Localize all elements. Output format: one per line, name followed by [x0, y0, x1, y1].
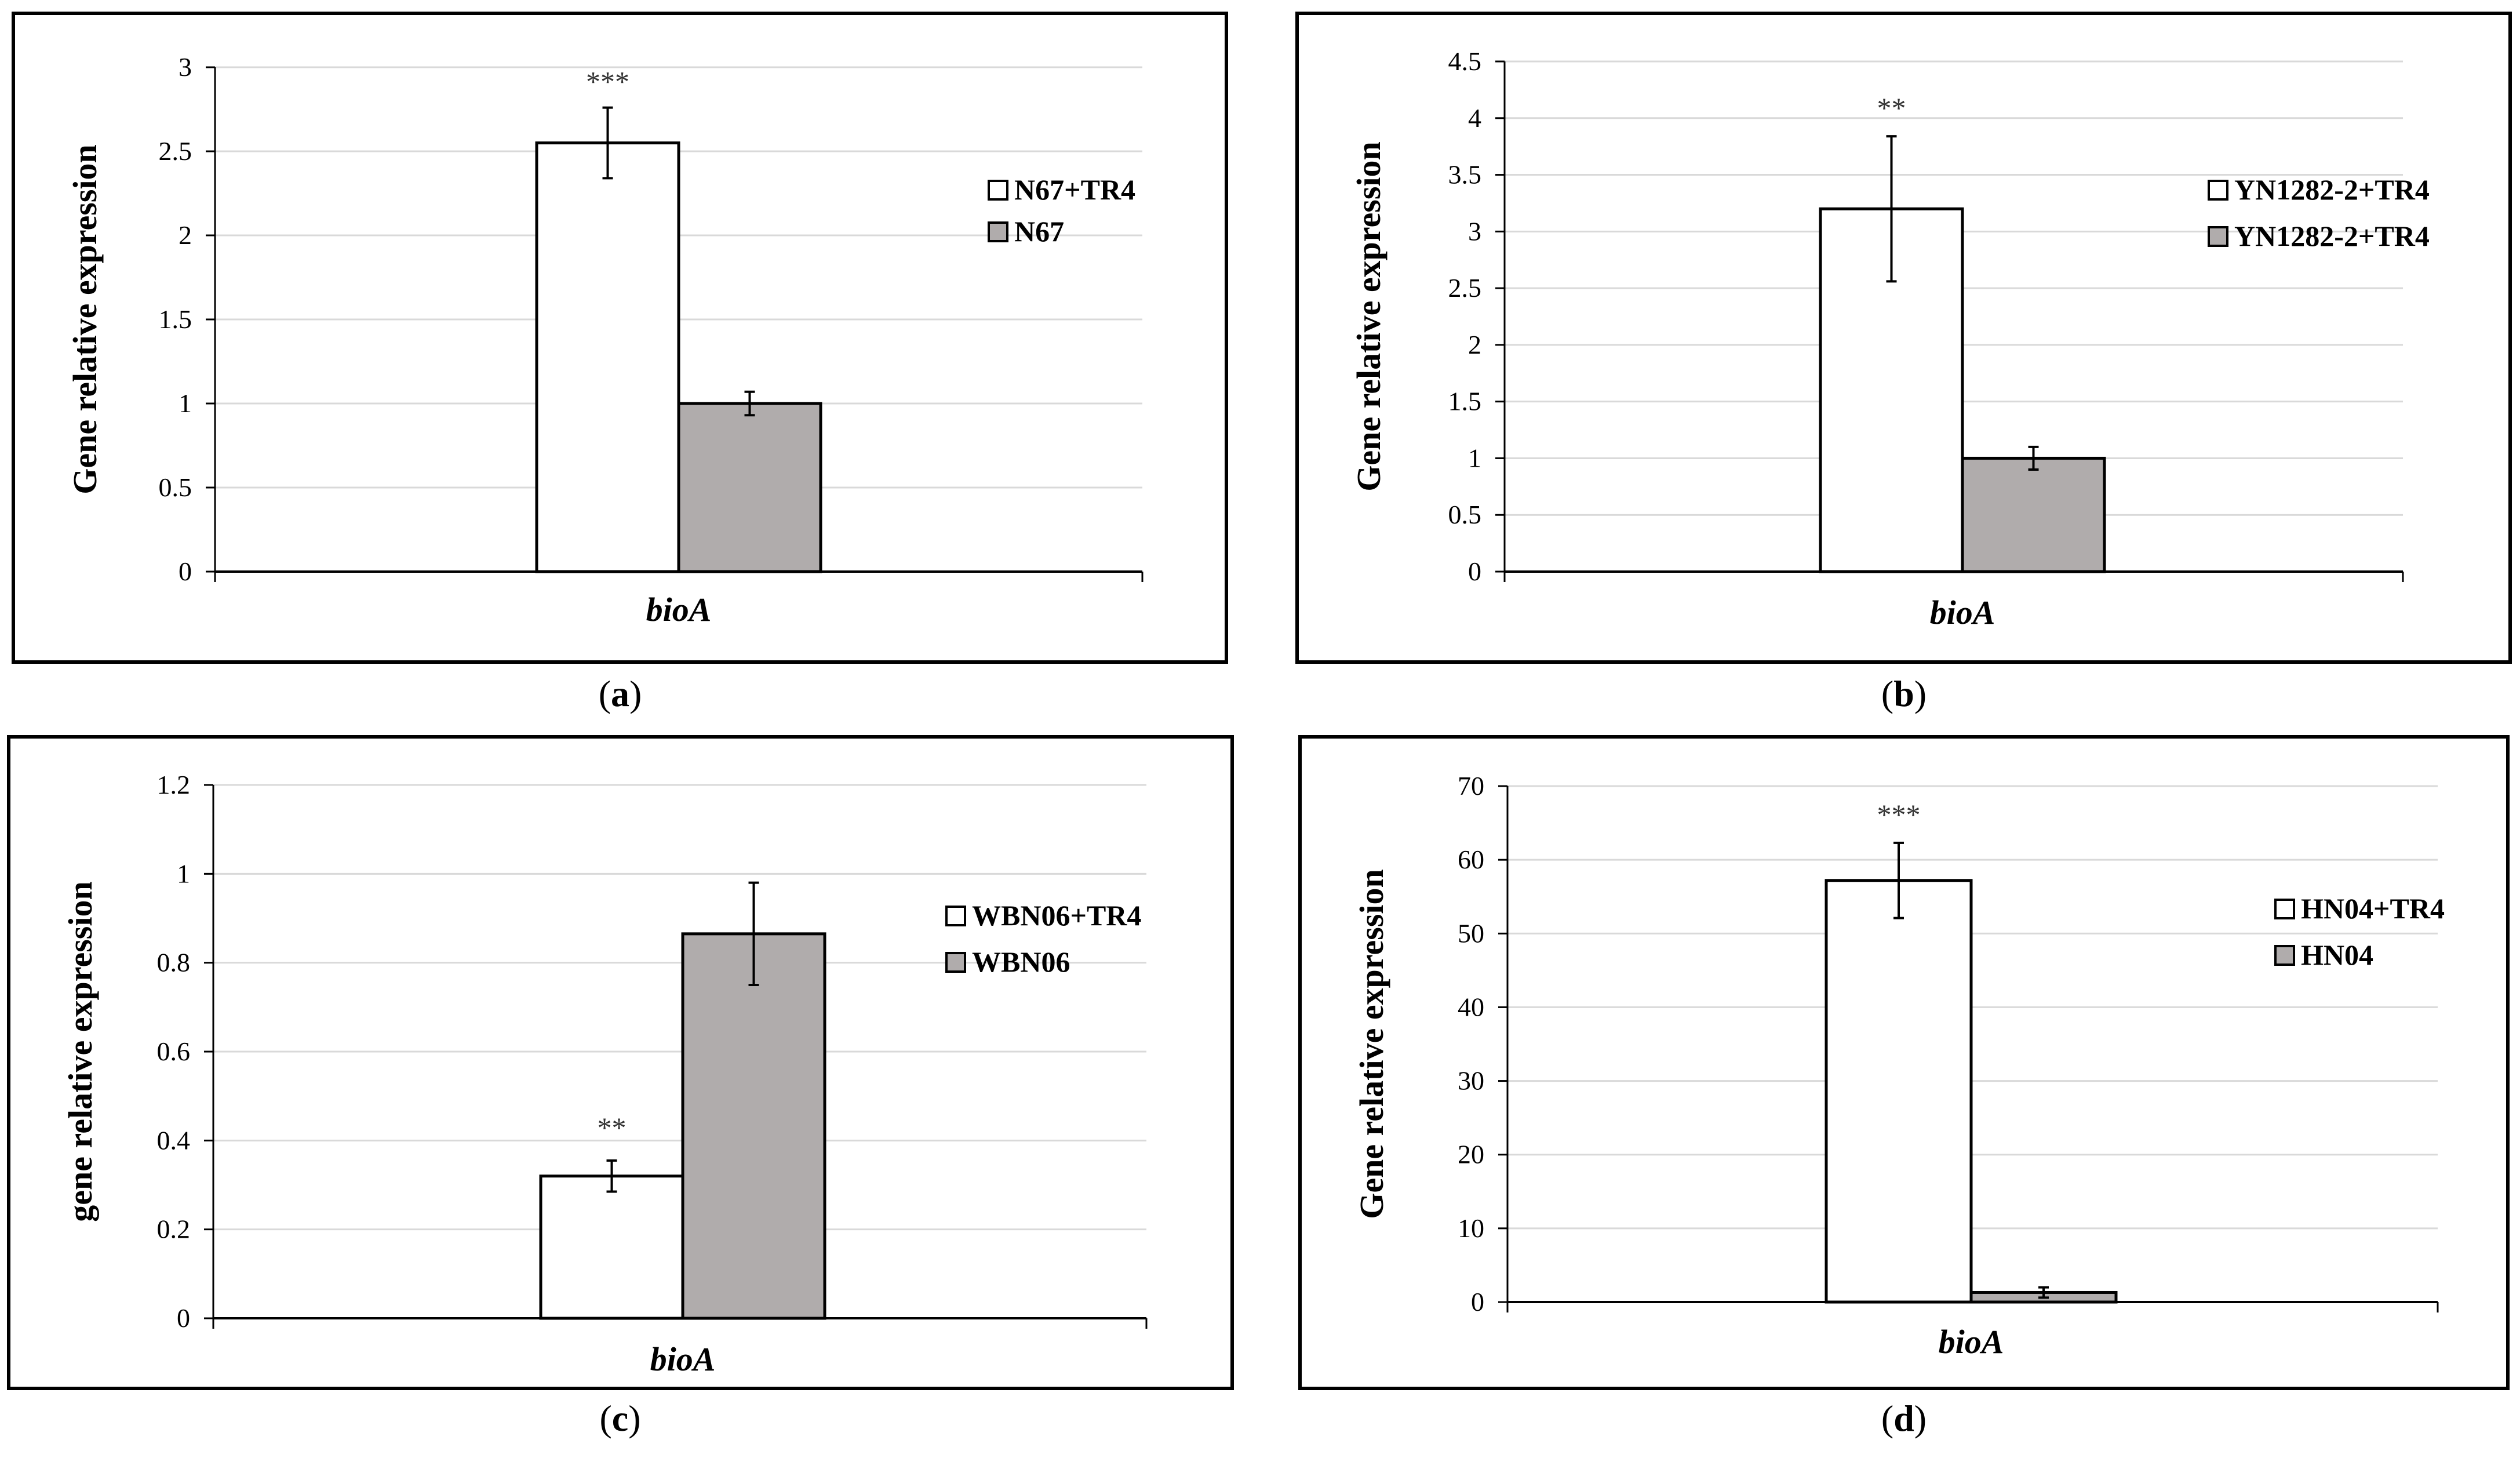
legend-entry: WBN06 — [972, 946, 1070, 978]
legend-swatch — [2274, 945, 2295, 966]
y-tick-label: 60 — [1458, 845, 1484, 874]
y-tick-label: 0 — [177, 1303, 190, 1333]
y-tick-label: 3.5 — [1448, 160, 1482, 190]
legend-swatch — [2208, 180, 2228, 201]
y-tick-label: 0.6 — [157, 1037, 191, 1066]
y-tick-label: 2.5 — [1448, 273, 1482, 303]
legend-swatch — [2274, 899, 2295, 919]
significance-label: ** — [598, 1111, 627, 1144]
y-tick-label: 0.5 — [159, 472, 192, 502]
y-tick-label: 0.2 — [157, 1215, 191, 1244]
y-tick-label: 1 — [1468, 443, 1481, 472]
y-axis-label: gene relative expression — [61, 881, 99, 1221]
legend-swatch — [2208, 226, 2228, 247]
bar-treated — [1825, 879, 1973, 1304]
y-tick-label: 4.5 — [1448, 46, 1482, 76]
legend-entry: N67+TR4 — [1014, 173, 1135, 206]
bar-chart-a: 0 0.5 1 1.5 2 2.5 3 *** N67+TR4 N67 Gene relative … — [66, 52, 1144, 628]
x-axis-label: bioA — [646, 591, 712, 628]
bar-treated — [535, 141, 680, 573]
legend-entry: N67 — [1014, 215, 1064, 248]
y-tick-label: 1 — [179, 388, 192, 418]
y-tick-label: 1.5 — [159, 304, 192, 334]
significance-label: ** — [1877, 92, 1906, 124]
y-axis-label: Gene relative expression — [66, 144, 104, 495]
caption-a: (a) — [598, 673, 642, 714]
bar-chart-d: 0 10 20 30 40 50 60 70 *** HN04+TR4 HN04 Gene relat… — [1353, 771, 2445, 1361]
y-tick-label: 20 — [1458, 1140, 1484, 1169]
y-axis-label: Gene relative expression — [1353, 869, 1390, 1219]
legend-swatch — [988, 221, 1008, 242]
y-tick-label: 0.4 — [157, 1125, 191, 1155]
y-tick-label: 4 — [1468, 103, 1481, 133]
legend-swatch — [945, 906, 966, 926]
caption-d: (d) — [1881, 1398, 1927, 1439]
significance-label: *** — [1877, 798, 1921, 831]
legend-swatch — [988, 180, 1008, 201]
x-axis-label: bioA — [1930, 594, 1995, 631]
bar-control — [1961, 456, 2106, 573]
y-tick-label: 10 — [1458, 1213, 1484, 1243]
y-tick-label: 1.5 — [1448, 387, 1482, 416]
y-tick-label: 30 — [1458, 1066, 1484, 1096]
significance-label: *** — [586, 66, 629, 98]
legend-entry: HN04 — [2301, 939, 2373, 971]
chart-panel-a: 0 0.5 1 1.5 2 2.5 3 *** N67+TR4 N67 Gene relative … — [12, 12, 1228, 664]
y-tick-label: 1 — [177, 859, 190, 888]
y-tick-label: 0.5 — [1448, 500, 1482, 529]
bar-treated — [539, 1175, 684, 1320]
y-tick-label: 40 — [1458, 992, 1484, 1021]
caption-c: (c) — [599, 1398, 641, 1439]
x-axis-label: bioA — [650, 1340, 716, 1378]
y-tick-label: 50 — [1458, 918, 1484, 948]
caption-b: (b) — [1881, 673, 1927, 714]
y-tick-label: 70 — [1458, 771, 1484, 801]
y-tick-label: 1.2 — [157, 770, 191, 799]
legend-entry: YN1282-2+TR4 — [2234, 173, 2430, 206]
bar-control — [681, 932, 826, 1320]
chart-panel-c: 0 0.2 0.4 0.6 0.8 1 1.2 ** WBN06+TR4 WBN06 gene re… — [7, 735, 1234, 1390]
x-axis-label: bioA — [1939, 1323, 2004, 1361]
bar-control — [677, 402, 822, 573]
legend-entry: WBN06+TR4 — [972, 899, 1141, 932]
bar-chart-b: 0 0.5 1 1.5 2 2.5 3 3.5 4 4.5 ** YN1282-2+TR4 YN1282… — [1350, 46, 2430, 631]
y-tick-label: 0.8 — [157, 948, 191, 977]
chart-panel-d: 0 10 20 30 40 50 60 70 *** HN04+TR4 HN04 Gene relat… — [1298, 735, 2510, 1390]
legend-entry: YN1282-2+TR4 — [2234, 220, 2430, 252]
legend-entry: HN04+TR4 — [2301, 892, 2445, 925]
y-tick-label: 0 — [179, 557, 192, 586]
legend-swatch — [945, 952, 966, 973]
bar-chart-c: 0 0.2 0.4 0.6 0.8 1 1.2 ** WBN06+TR4 WBN06 gene re… — [61, 770, 1148, 1378]
y-tick-label: 3 — [1468, 216, 1481, 246]
y-tick-label: 0 — [1471, 1287, 1484, 1317]
y-axis-label: Gene relative expression — [1350, 141, 1388, 492]
y-tick-label: 2.5 — [159, 136, 192, 166]
y-tick-label: 2 — [1468, 330, 1481, 359]
y-tick-label: 0 — [1468, 557, 1481, 586]
chart-panel-b: 0 0.5 1 1.5 2 2.5 3 3.5 4 4.5 ** YN1282-2+TR4 YN1282… — [1295, 12, 2512, 664]
y-tick-label: 3 — [179, 52, 192, 82]
y-tick-label: 2 — [179, 220, 192, 250]
